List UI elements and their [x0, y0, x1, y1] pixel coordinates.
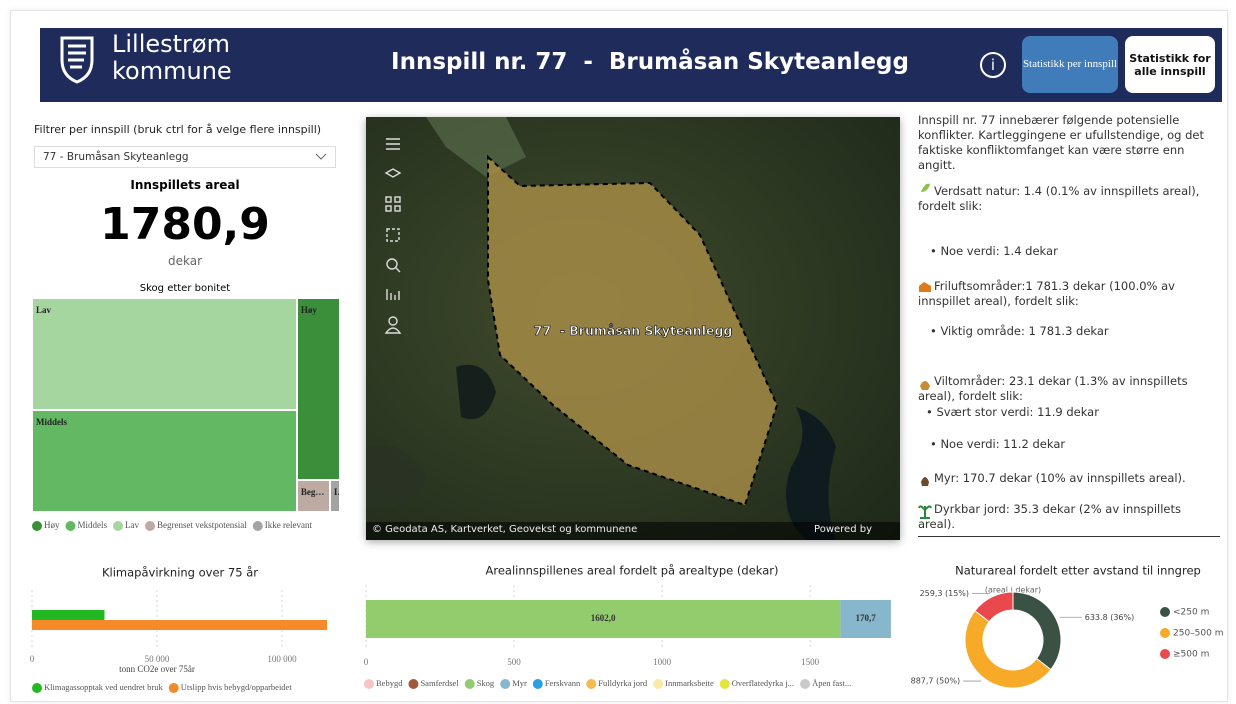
legend-label: Innmarksbeite — [665, 678, 714, 688]
bar — [32, 610, 105, 620]
legend-label: Klimagassopptak ved uendret bruk — [44, 682, 163, 692]
legend-label: Åpen fast... — [812, 678, 851, 688]
legend-label: Fulldyrka jord — [598, 678, 648, 688]
legend-label: Middels — [78, 520, 108, 530]
x-tick-label: 0 — [364, 657, 369, 667]
legend-label: Høy — [44, 520, 60, 530]
legend-label: ≥500 m — [1173, 650, 1209, 660]
legend-marker — [653, 679, 663, 689]
chart-title: Skog etter bonitet — [140, 283, 231, 294]
x-tick-label: 0 — [30, 654, 35, 664]
legend-marker — [720, 679, 730, 689]
value-label: 1602,0 — [591, 613, 616, 623]
legend-marker — [533, 679, 543, 689]
legend-marker — [364, 679, 374, 689]
chart-title: Arealinnspillenes areal fordelt på areal… — [485, 564, 778, 578]
value-label: 170,7 — [856, 613, 877, 623]
value-label: 887,7 (50%) — [911, 677, 960, 686]
legend-marker — [408, 679, 418, 689]
legend-label: Myr — [512, 678, 527, 688]
value-label: 259,3 (15%) — [920, 589, 969, 598]
legend-label: Overflatedyrka j... — [732, 678, 794, 688]
legend-marker — [145, 521, 155, 531]
charts: Skog etter bonitet Høy Middels Lav Begrenset… — [0, 0, 1236, 704]
legend-label: Ikke relevant — [265, 520, 313, 530]
dashboard: Lillestrøm kommune Innspill nr. 77 - Bru… — [0, 0, 1236, 704]
legend-marker — [586, 679, 596, 689]
x-tick-label: 1000 — [653, 657, 672, 667]
legend-label: Begrenset vekstpotensial — [157, 520, 247, 530]
legend-label: 250–500 m — [1173, 629, 1223, 639]
chart-title: Naturareal fordelt etter avstand til inn… — [955, 564, 1201, 578]
legend-marker — [32, 521, 42, 531]
legend-marker — [800, 679, 810, 689]
x-tick-label: 500 — [507, 657, 521, 667]
legend-marker — [32, 683, 42, 693]
legend-label: Samferdsel — [420, 678, 459, 688]
legend-marker — [113, 521, 123, 531]
legend-marker — [66, 521, 76, 531]
bar — [32, 620, 327, 630]
legend-label: Lav — [125, 520, 139, 530]
x-tick-label: 1500 — [801, 657, 820, 667]
legend-marker — [169, 683, 179, 693]
legend-marker — [500, 679, 510, 689]
legend-marker — [465, 679, 475, 689]
legend-marker — [253, 521, 263, 531]
chart-title: Klimapåvirkning over 75 år — [102, 566, 258, 580]
legend-marker — [1160, 628, 1170, 638]
x-tick-label: 100 000 — [267, 654, 297, 664]
value-label: 633.8 (36%) — [1085, 613, 1134, 622]
legend-label: Skog — [477, 678, 495, 688]
donut-slice — [1013, 592, 1061, 670]
legend-label: Ferskvann — [545, 678, 581, 688]
x-tick-label: 50 000 — [145, 654, 170, 664]
legend-marker — [1160, 607, 1170, 617]
x-axis-label: tonn CO2e over 75år — [119, 664, 195, 674]
legend-label: Bebygd — [376, 678, 403, 688]
legend-marker — [1160, 649, 1170, 659]
legend-label: Utslipp hvis bebygd/opparbeidet — [181, 682, 293, 692]
legend-label: <250 m — [1173, 608, 1209, 618]
